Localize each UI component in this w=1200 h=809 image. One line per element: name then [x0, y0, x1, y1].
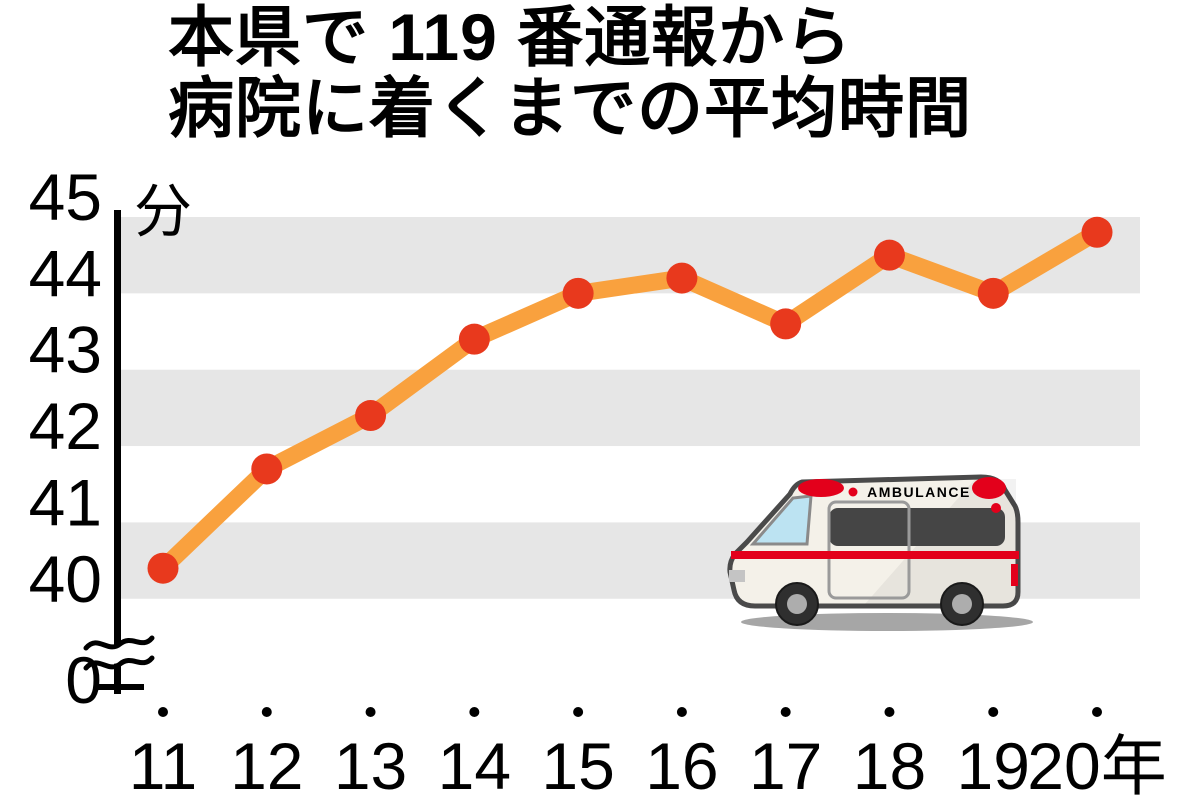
x-tick-label: 15	[541, 729, 614, 803]
ambulance-side-window	[829, 508, 1005, 546]
x-tick-dot	[158, 707, 168, 717]
x-tick-dot	[884, 707, 895, 717]
y-tick-label: 41	[29, 465, 102, 539]
data-point-marker	[355, 400, 387, 432]
ambulance-label: AMBULANCE	[867, 484, 971, 500]
y-tick-label: 40	[29, 542, 102, 616]
x-tick-label: 13	[334, 729, 407, 803]
y-tick-label: 44	[29, 236, 102, 310]
data-point-marker	[458, 323, 490, 355]
y-axis-line	[114, 210, 121, 694]
x-tick-label: 14	[438, 729, 511, 803]
ambulance-small-light-rear-icon	[991, 503, 1001, 513]
x-tick-label: 11	[129, 729, 198, 803]
data-line	[154, 223, 1106, 577]
ambulance-roof-light-rear-icon	[972, 477, 1006, 499]
ambulance-red-stripe	[731, 551, 1019, 559]
x-tick-dot	[469, 707, 480, 717]
y-axis-unit-label: 分	[134, 180, 192, 245]
axis-break-icon	[83, 655, 155, 671]
data-point-marker	[147, 552, 179, 584]
data-point-marker	[873, 239, 905, 271]
x-tick-label: 19	[957, 729, 1030, 803]
ambulance-rear-hub	[952, 594, 972, 614]
data-point-marker	[562, 277, 594, 309]
data-point-marker	[770, 308, 802, 340]
x-tick-label: 20年	[1027, 729, 1166, 803]
x-tick-label: 17	[749, 729, 822, 803]
data-point-marker	[251, 453, 283, 485]
chart-title: 本県で 119 番通報から 病院に着くまでの平均時間	[168, 2, 972, 143]
data-point-marker	[666, 262, 698, 294]
x-tick-label: 16	[645, 729, 718, 803]
axis-break-icon	[83, 635, 155, 651]
x-tick-dot	[676, 707, 687, 717]
x-tick-label: 18	[853, 729, 926, 803]
y-axis-zero-label: 0	[65, 643, 102, 717]
ambulance-illustration: AMBULANCE	[727, 474, 1033, 631]
x-tick-dot	[261, 707, 272, 717]
y-tick-label: 45	[29, 160, 102, 234]
grid-band	[121, 369, 1140, 447]
ambulance-roof-light-front-icon	[798, 479, 844, 497]
axis-break-gap	[86, 640, 152, 668]
zero-tick	[96, 684, 144, 690]
chart-title-line2: 病院に着くまでの平均時間	[168, 70, 972, 145]
ambulance-rear-reflector	[1011, 564, 1018, 586]
x-tick-dot	[780, 707, 791, 717]
data-point-marker	[1081, 216, 1113, 248]
chart-title-line1: 本県で 119 番通報から	[168, 0, 853, 74]
ambulance-sliding-door	[827, 500, 911, 600]
x-tick-dot	[573, 707, 584, 717]
ambulance-bumper	[729, 570, 745, 582]
x-tick-dot	[988, 707, 999, 717]
data-point-marker	[977, 277, 1009, 309]
ambulance-small-light-icon	[848, 487, 858, 497]
x-tick-dot	[1092, 707, 1103, 717]
x-tick-dot	[365, 707, 376, 717]
x-tick-label: 12	[230, 729, 303, 803]
ambulance-front-hub	[787, 594, 807, 614]
y-tick-label: 43	[29, 313, 102, 387]
y-tick-label: 42	[29, 389, 102, 463]
